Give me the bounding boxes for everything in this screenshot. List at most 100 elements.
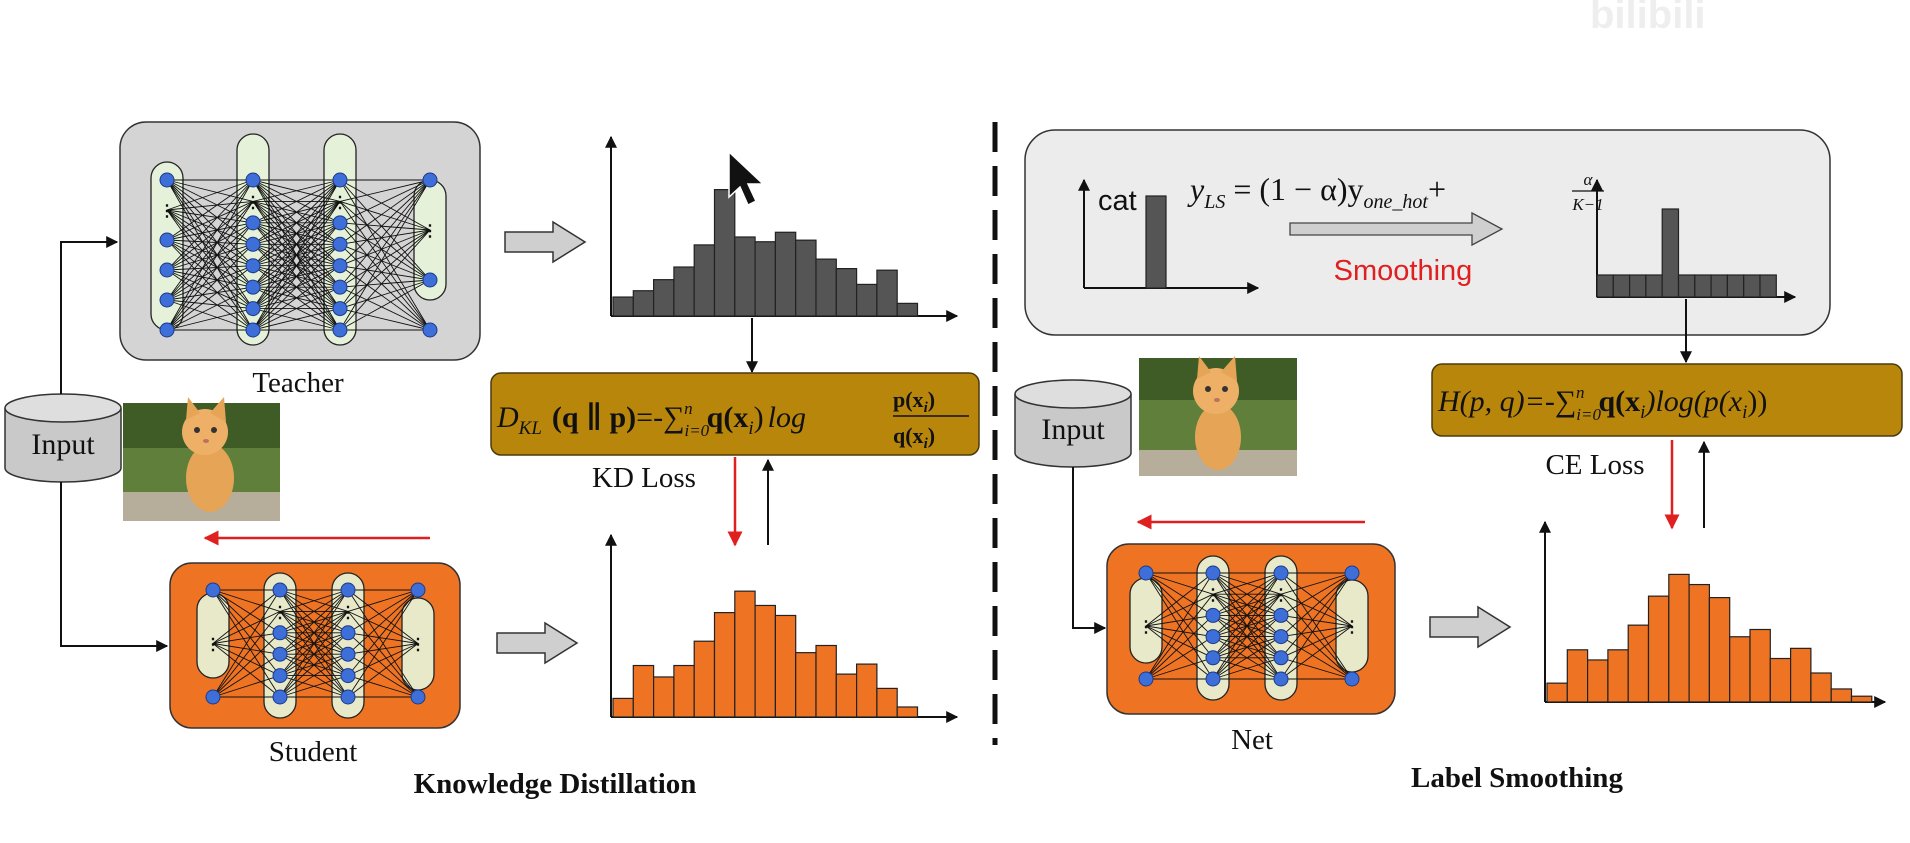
student-bar: [734, 590, 756, 718]
mouse-cursor-icon: [728, 150, 765, 207]
knowledge-distillation-panel: ⋮ ⋮ ⋮ ⋮ Teacher ⋮ ⋮ ⋮ ⋮ Student Input: [4, 121, 980, 800]
teacher-bar: [815, 258, 837, 317]
smoothing-arrow-icon: [1289, 211, 1504, 247]
smoothing-label: Smoothing: [1334, 255, 1473, 287]
smoothed-bar: [1628, 274, 1647, 298]
net-bar: [1708, 596, 1731, 703]
smoothed-bar: [1596, 274, 1614, 298]
net-bar: [1688, 583, 1710, 703]
smoothed-bar: [1726, 274, 1745, 298]
net-bar: [1789, 647, 1812, 703]
student-bar: [652, 676, 675, 718]
student-bar: [795, 652, 817, 718]
ce-loss-label: CE Loss: [1545, 449, 1644, 481]
teacher-bar: [673, 266, 695, 317]
ls-cat-image: [1139, 356, 1297, 476]
smoothed-bar: [1694, 274, 1712, 298]
ls-section-title: Label Smoothing: [1411, 762, 1623, 794]
teacher-label: Teacher: [252, 367, 344, 399]
kd-loss-formula-box: DKL (q ∥ p)=-∑i=0n q(xi) log p(xi) q(xi): [490, 372, 980, 456]
student-bar: [835, 673, 858, 718]
kd-input-to-teacher-connector: [60, 236, 119, 394]
student-distribution-chart: [605, 533, 959, 723]
net-bar: [1546, 682, 1568, 703]
kd-input-to-student-connector: [60, 482, 169, 652]
student-bar: [693, 640, 716, 718]
teacher-bar: [632, 290, 655, 317]
teacher-bar: [876, 269, 898, 317]
svg-text:⋮: ⋮: [1273, 587, 1289, 604]
student-output-arrow-icon: [496, 621, 579, 665]
svg-text:⋮: ⋮: [422, 223, 438, 240]
net-bar: [1850, 695, 1873, 703]
svg-text:⋮: ⋮: [340, 604, 356, 621]
net-bar: [1749, 628, 1771, 703]
smoothed-bar: [1759, 274, 1777, 298]
label-smoothing-panel: cat yLS = (1 − α)yone_hot+ α K−1 Smoothi…: [1014, 129, 1903, 794]
svg-text:⋮: ⋮: [159, 203, 175, 220]
kd-formula-denominator: q(xi): [893, 423, 935, 452]
student-bar: [754, 604, 776, 718]
student-bar: [896, 706, 919, 718]
net-network: ⋮ ⋮ ⋮ ⋮ Net: [1106, 543, 1396, 756]
teacher-bar: [754, 241, 776, 317]
teacher-bar: [835, 268, 858, 317]
teacher-bar: [693, 244, 716, 317]
label-smoothing-formula: yLS = (1 − α)yone_hot+: [1187, 171, 1446, 213]
student-bar: [815, 644, 837, 718]
teacher-bar: [774, 231, 797, 317]
teacher-bar: [652, 279, 675, 317]
cat-label: cat: [1098, 185, 1137, 217]
svg-text:⋮: ⋮: [245, 194, 261, 211]
teacher-neural-net-icon: ⋮ ⋮ ⋮ ⋮: [150, 133, 447, 346]
net-box: [1106, 543, 1396, 715]
ce-loss-formula-box: H(p, q)=-∑i=0n q(xi)log(p(xi)): [1431, 363, 1903, 437]
net-label: Net: [1231, 724, 1273, 756]
teacher-bar: [896, 302, 919, 317]
kd-input-cylinder-icon: Input: [4, 393, 122, 483]
smoothed-bar: [1661, 208, 1680, 298]
kd-cat-image: [123, 397, 280, 521]
net-neural-net-icon: ⋮ ⋮ ⋮ ⋮: [1129, 555, 1369, 701]
teacher-network: ⋮ ⋮ ⋮ ⋮ Teacher: [119, 121, 481, 399]
ls-formula-denominator: K−1: [1571, 195, 1603, 214]
net-bar: [1769, 657, 1792, 703]
svg-text:⋮: ⋮: [332, 194, 348, 211]
net-output-arrow-icon: [1429, 605, 1512, 649]
smoothed-bar: [1677, 274, 1696, 298]
student-bar: [855, 663, 878, 718]
student-bar: [612, 697, 634, 718]
smoothed-bar: [1710, 274, 1728, 298]
smoothed-bar: [1612, 274, 1631, 298]
svg-text:⋮: ⋮: [1344, 619, 1360, 636]
student-bar: [713, 612, 736, 718]
kd-formula-numerator: p(xi): [893, 387, 935, 416]
ce-loss-formula: H(p, q)=-∑i=0n q(xi)log(p(xi)): [1437, 383, 1767, 424]
smoothed-bar: [1743, 274, 1761, 298]
teacher-output-arrow-icon: [504, 220, 587, 264]
ls-input-label: Input: [1041, 413, 1105, 446]
teacher-bar: [713, 189, 736, 317]
student-network: ⋮ ⋮ ⋮ ⋮ Student: [169, 562, 461, 768]
student-bar: [632, 664, 655, 718]
teacher-bar: [795, 239, 817, 317]
student-bar: [876, 687, 898, 718]
net-bar: [1607, 649, 1629, 703]
svg-text:⋮: ⋮: [1138, 619, 1154, 636]
one-hot-bar: [1145, 195, 1167, 289]
teacher-bar: [612, 296, 634, 317]
student-neural-net-icon: ⋮ ⋮ ⋮ ⋮: [196, 572, 435, 719]
teacher-distribution-chart: [605, 135, 959, 322]
net-bar: [1668, 573, 1690, 703]
net-bar: [1566, 649, 1589, 703]
student-bar: [673, 664, 695, 718]
net-bar: [1647, 595, 1670, 703]
kd-section-title: Knowledge Distillation: [414, 768, 697, 800]
kd-loss-label: KD Loss: [592, 462, 696, 494]
kd-loss-formula: DKL (q ∥ p)=-∑i=0n q(xi) log: [496, 399, 806, 440]
net-bar: [1586, 659, 1609, 703]
ls-input-to-net-connector: [1072, 467, 1107, 634]
svg-text:⋮: ⋮: [410, 637, 426, 654]
svg-text:⋮: ⋮: [1205, 587, 1221, 604]
